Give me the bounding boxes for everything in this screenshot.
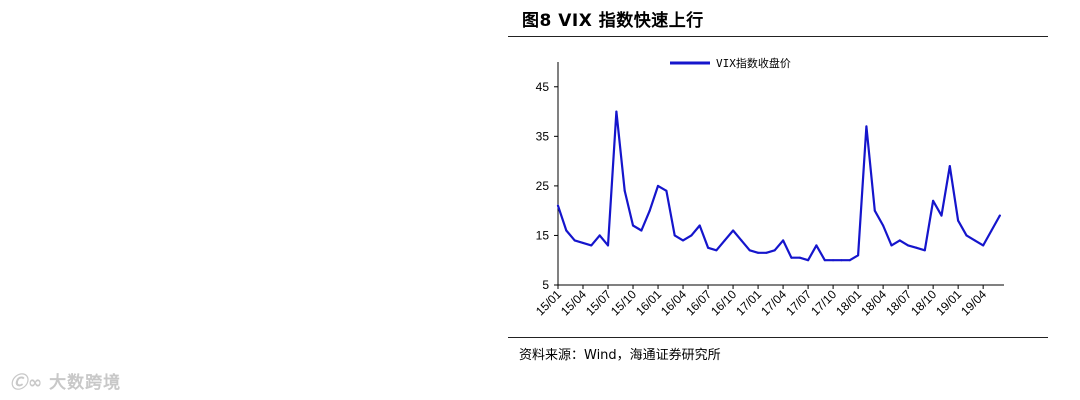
- data-point: [715, 249, 718, 252]
- watermark-text: 大数跨境: [49, 373, 122, 393]
- legend: VIX指数收盘价: [670, 56, 791, 70]
- data-point: [757, 251, 760, 254]
- y-axis: 5 15 25 35 45: [536, 62, 559, 292]
- x-tick-label: 18/04: [858, 287, 889, 318]
- source-note: 资料来源：Wind，海通证券研究所: [519, 348, 721, 363]
- data-point: [965, 234, 968, 237]
- data-point: [623, 189, 626, 192]
- data-point: [557, 204, 559, 207]
- top-rule: [508, 36, 1048, 37]
- x-tick-label: 15/04: [558, 287, 589, 318]
- data-point: [890, 244, 893, 247]
- data-point: [940, 214, 943, 217]
- data-point: [723, 239, 726, 242]
- legend-label: VIX指数收盘价: [716, 56, 791, 70]
- y-tick-label: 15: [536, 228, 550, 242]
- x-tick-label: 17/07: [783, 287, 814, 318]
- data-point: [740, 239, 743, 242]
- data-point: [973, 239, 976, 242]
- data-point: [882, 224, 885, 227]
- y-tick-label: 45: [536, 80, 550, 94]
- x-tick-label: 16/10: [708, 287, 739, 318]
- data-point: [598, 234, 601, 237]
- data-point: [640, 229, 643, 232]
- bottom-rule: [508, 337, 1048, 338]
- data-point: [932, 199, 935, 202]
- data-point: [615, 110, 618, 113]
- data-point: [682, 239, 684, 242]
- y-tick-label: 25: [536, 179, 550, 193]
- x-tick-label: 15/01: [533, 287, 564, 318]
- data-point: [573, 239, 576, 242]
- x-tick-label: 19/04: [958, 287, 989, 318]
- data-point: [690, 234, 693, 237]
- data-point: [815, 244, 818, 247]
- x-tick-label: 17/10: [808, 287, 839, 318]
- data-point: [898, 239, 901, 242]
- data-point: [832, 259, 835, 262]
- x-tick-label: 17/01: [733, 287, 764, 318]
- data-point: [957, 219, 960, 222]
- data-point: [915, 246, 918, 249]
- series-layer: [556, 110, 1001, 262]
- data-point: [873, 209, 876, 212]
- y-tick-label: 35: [536, 129, 550, 143]
- data-point: [782, 239, 785, 242]
- data-point: [657, 184, 659, 187]
- data-point: [982, 244, 985, 247]
- data-point: [732, 229, 735, 232]
- x-tick-label: 15/07: [583, 287, 614, 318]
- x-tick-label: 17/04: [758, 287, 789, 318]
- data-point: [748, 249, 751, 252]
- data-point: [865, 125, 868, 128]
- data-point: [790, 256, 793, 259]
- data-point: [923, 249, 926, 252]
- x-tick-label: 18/01: [833, 287, 864, 318]
- data-point: [698, 224, 701, 227]
- data-point: [907, 244, 910, 247]
- x-tick-label: 18/10: [908, 287, 939, 318]
- x-tick-label: 15/10: [608, 287, 639, 318]
- data-point: [948, 165, 951, 168]
- data-point: [582, 241, 584, 244]
- data-point: [665, 189, 668, 192]
- figure-title: 图8 VIX 指数快速上行: [522, 11, 704, 31]
- x-axis: 15/0115/0415/0715/1016/0116/0416/0716/10…: [533, 284, 1004, 318]
- watermark-logo-icon: Ⓒ∞: [10, 373, 44, 393]
- data-point: [590, 244, 593, 247]
- data-point: [990, 229, 993, 232]
- data-point: [998, 214, 1001, 217]
- y-tick-label: 5: [542, 278, 549, 292]
- x-tick-label: 16/01: [633, 287, 664, 318]
- series-line-vix: [556, 110, 1001, 262]
- data-point: [607, 244, 609, 247]
- x-tick-label: 16/07: [683, 287, 714, 318]
- data-point: [765, 251, 768, 254]
- data-point: [840, 259, 843, 262]
- data-point: [648, 209, 651, 212]
- data-point: [773, 249, 776, 252]
- data-point: [807, 259, 810, 262]
- data-point: [823, 259, 826, 262]
- data-point: [673, 234, 676, 237]
- data-point: [848, 259, 851, 262]
- watermark: Ⓒ∞ 大数跨境: [10, 368, 121, 393]
- x-tick-label: 19/01: [933, 287, 964, 318]
- data-point: [565, 229, 568, 232]
- data-point: [707, 246, 710, 249]
- data-point: [857, 254, 860, 257]
- data-point: [632, 224, 634, 227]
- x-tick-label: 16/04: [658, 287, 689, 318]
- data-point: [798, 256, 801, 259]
- x-tick-label: 18/07: [883, 287, 914, 318]
